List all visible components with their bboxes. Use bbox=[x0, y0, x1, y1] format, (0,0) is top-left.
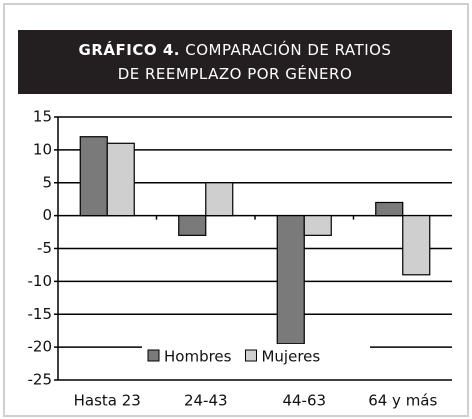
legend-swatch bbox=[147, 349, 160, 362]
y-tick-label: -25 bbox=[28, 371, 53, 389]
bar bbox=[276, 215, 305, 345]
y-tick-label: -15 bbox=[28, 305, 53, 323]
x-tick-label: 44-63 bbox=[282, 392, 326, 410]
x-tick-label: Hasta 23 bbox=[74, 392, 141, 410]
bar bbox=[178, 215, 207, 236]
x-tick-label: 64 y más bbox=[368, 392, 437, 410]
x-tick-label: 24-43 bbox=[184, 392, 228, 410]
chart-title: COMPARACIÓN DE RATIOS DE REEMPLAZO POR G… bbox=[117, 41, 392, 83]
bar bbox=[205, 182, 234, 217]
title-box: GRÁFICO 4. COMPARACIÓN DE RATIOS DE REEM… bbox=[18, 30, 452, 94]
y-tick-label: -20 bbox=[28, 338, 53, 356]
frame bbox=[3, 3, 469, 417]
bar bbox=[375, 201, 404, 217]
y-tick-label: -5 bbox=[37, 239, 52, 257]
legend-swatch bbox=[244, 349, 257, 362]
bar bbox=[106, 142, 135, 217]
bar bbox=[79, 136, 108, 217]
y-tick-label: -10 bbox=[28, 272, 53, 290]
title-label: GRÁFICO 4. bbox=[78, 41, 180, 59]
y-tick-label: 10 bbox=[33, 140, 52, 158]
bar bbox=[303, 215, 332, 236]
legend-label: Mujeres bbox=[261, 348, 320, 366]
y-tick-label: 15 bbox=[33, 108, 52, 126]
legend-label: Hombres bbox=[164, 348, 232, 366]
y-tick-label: 0 bbox=[42, 206, 52, 224]
bar bbox=[402, 215, 431, 276]
y-tick-label: 5 bbox=[42, 173, 52, 191]
